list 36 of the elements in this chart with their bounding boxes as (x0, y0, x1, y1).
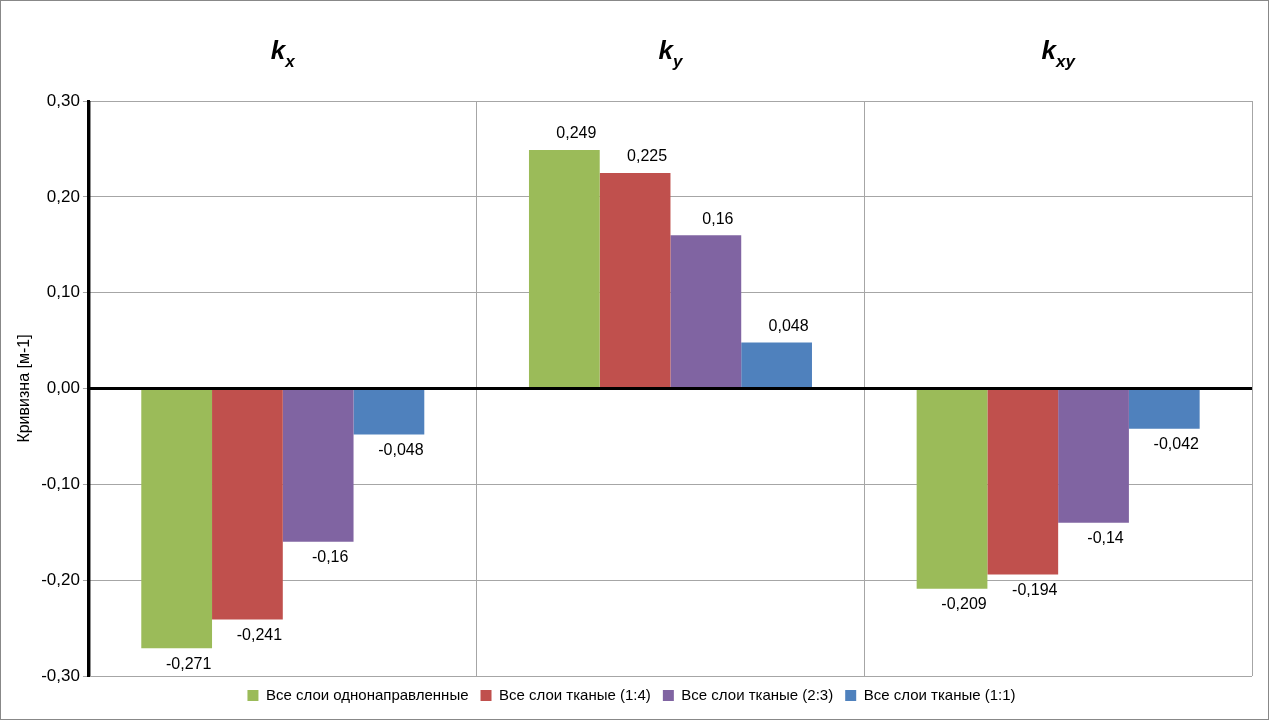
bar (528, 149, 600, 388)
legend-label: Все слои тканые (1:4) (499, 685, 651, 703)
y-tick-label: 0,00 (46, 378, 80, 398)
y-tick-label: -0,30 (41, 665, 80, 685)
data-label: 0,16 (702, 209, 734, 227)
data-label: -0,271 (165, 654, 212, 672)
data-label: -0,209 (941, 595, 987, 613)
y-tick-label: -0,10 (41, 474, 80, 494)
legend-label: Все слои однонаправленные (265, 685, 469, 703)
data-label: -0,16 (311, 548, 349, 566)
legend-label: Все слои тканые (2:3) (681, 685, 834, 703)
legend-label: Все слои тканые (1:1) (863, 685, 1016, 703)
data-label: -0,194 (1012, 580, 1058, 598)
bar (1128, 389, 1200, 429)
y-tick-label: 0,10 (46, 282, 80, 302)
bar (353, 389, 425, 435)
bar (599, 172, 671, 388)
data-label: 0,225 (627, 147, 668, 165)
bar (212, 389, 283, 620)
bar (141, 389, 213, 649)
y-tick-label: 0,20 (46, 186, 80, 206)
bar (916, 389, 988, 589)
data-label: -0,241 (236, 625, 283, 643)
bar (741, 342, 812, 388)
data-label: -0,048 (378, 440, 424, 458)
y-tick-label: 0,30 (46, 90, 80, 110)
y-tick-label: -0,20 (41, 569, 80, 589)
bar (1058, 389, 1129, 523)
bar (987, 389, 1059, 575)
data-label: 0,249 (556, 124, 597, 142)
bar (670, 235, 742, 388)
data-label: -0,042 (1153, 435, 1200, 453)
bar (282, 389, 354, 542)
data-label: 0,048 (768, 316, 809, 334)
data-label: -0,14 (1087, 529, 1124, 547)
y-axis-title: Кривизна [м-1] (15, 334, 33, 443)
